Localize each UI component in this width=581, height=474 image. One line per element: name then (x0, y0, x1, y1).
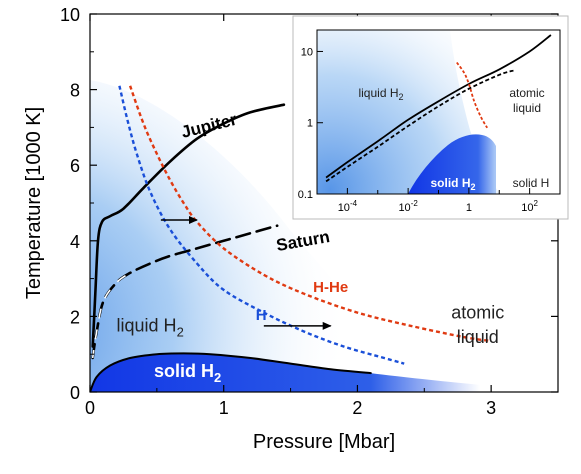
solid-region (90, 353, 558, 392)
annotation-solid-h: solid H2 (154, 361, 221, 385)
annotation-h: H (256, 307, 267, 324)
inset-annotation-solid-h: solid H2 (430, 176, 475, 192)
inset-x-tick-label: 10-4 (338, 199, 358, 214)
inset-series-jupiter-line (325, 34, 552, 179)
y-tick-label: 8 (70, 81, 80, 101)
inset-y-tick-label: 1 (307, 118, 313, 130)
series-h-he-line (128, 85, 492, 343)
y-tick-label: 0 (70, 383, 80, 403)
inset-series-saturn-line (325, 69, 514, 183)
y-tick-label: 6 (70, 156, 80, 176)
x-tick-label: 3 (486, 398, 496, 418)
x-axis-label: Pressure [Mbar] (253, 431, 395, 453)
y-tick-label: 4 (70, 232, 80, 252)
inset-x-tick-label: 10-2 (398, 199, 418, 214)
inset-annotation-liquid-h: liquid H2 (358, 86, 403, 102)
series-saturn-highlight (91, 272, 131, 359)
inset-x-tick-label: 102 (521, 199, 538, 214)
inset-annotation-solid-h: solid H (513, 176, 550, 190)
inset-x-tick-label: 1 (466, 202, 472, 214)
inset-annotation-atomic: atomic (509, 86, 544, 100)
y-axis-label: Temperature [1000 K] (23, 107, 45, 299)
series-h-line (118, 85, 405, 365)
annotation-liquid: liquid (457, 327, 499, 347)
series-solid-boundary-line (90, 352, 372, 392)
inset-solid-region (408, 134, 496, 194)
annotation-h-he: H-He (313, 279, 348, 296)
y-tick-label: 10 (60, 5, 80, 25)
inset-y-tick-label: 10 (301, 46, 313, 58)
inset-series-h-he-line (456, 61, 488, 129)
x-tick-label: 0 (85, 398, 95, 418)
x-tick-label: 2 (352, 398, 362, 418)
annotation-atomic: atomic (451, 302, 504, 322)
y-tick-label: 2 (70, 307, 80, 327)
x-tick-label: 1 (219, 398, 229, 418)
inset-log-log-chart: 10-4 10-2 1 102 0.1 1 10 liquid H2 atomicliquid… (292, 15, 569, 220)
series-jupiter-line (91, 103, 286, 348)
inset-annotation-liquid: liquid (513, 101, 541, 115)
inset-y-tick-label: 0.1 (298, 189, 313, 201)
annotation-liquid-h: liquid H2 (117, 316, 184, 340)
